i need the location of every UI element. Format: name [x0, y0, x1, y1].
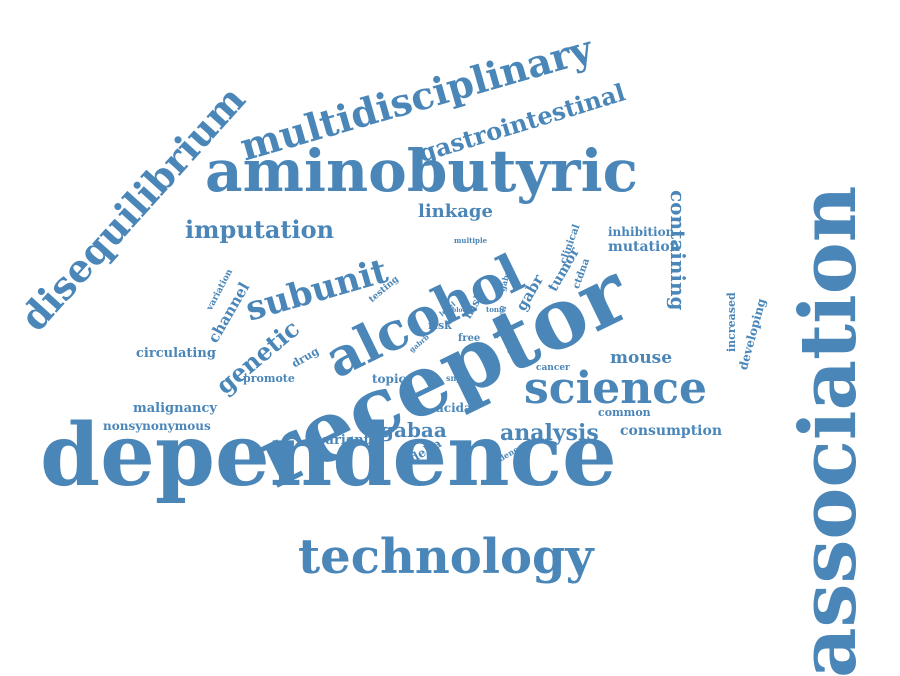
word-snps: snps	[446, 373, 467, 383]
word-cancer: cancer	[536, 363, 570, 373]
word-mouse: mouse	[610, 348, 673, 368]
word-variant: variant	[318, 433, 370, 448]
word-multiple: multiple	[454, 236, 488, 245]
word-gabaa: gabaa	[380, 418, 447, 442]
word-free: free	[458, 333, 481, 344]
word-increased: increased	[725, 292, 738, 352]
word-mutation: mutation	[608, 239, 680, 255]
word-nonsynonymous: nonsynonymous	[103, 419, 211, 433]
word-circulating: circulating	[136, 346, 216, 361]
word-analysis: analysis	[500, 420, 599, 446]
word-science: science	[524, 363, 708, 414]
word-topic: topic	[372, 372, 406, 386]
word-technology: technology	[298, 529, 594, 585]
word-tonic: tonic	[486, 305, 506, 314]
word-inhibition: inhibition	[608, 225, 675, 239]
word-aminobutyric: aminobutyric	[205, 137, 638, 205]
word-malignancy: malignancy	[133, 401, 217, 416]
word-consumption: consumption	[620, 423, 723, 439]
word-risk: risk	[428, 319, 452, 332]
word-dependence: dependence	[40, 405, 617, 506]
word-acida: acida	[436, 401, 472, 415]
word-blood: blood	[452, 307, 471, 314]
word-imputation: imputation	[185, 215, 335, 244]
word-developing: developing	[736, 296, 769, 372]
word-promote: promote	[243, 372, 295, 385]
word-drug: drug	[289, 344, 322, 371]
word-common: common	[598, 406, 651, 419]
word-association: association	[783, 185, 874, 676]
word-linkage: linkage	[418, 201, 493, 222]
